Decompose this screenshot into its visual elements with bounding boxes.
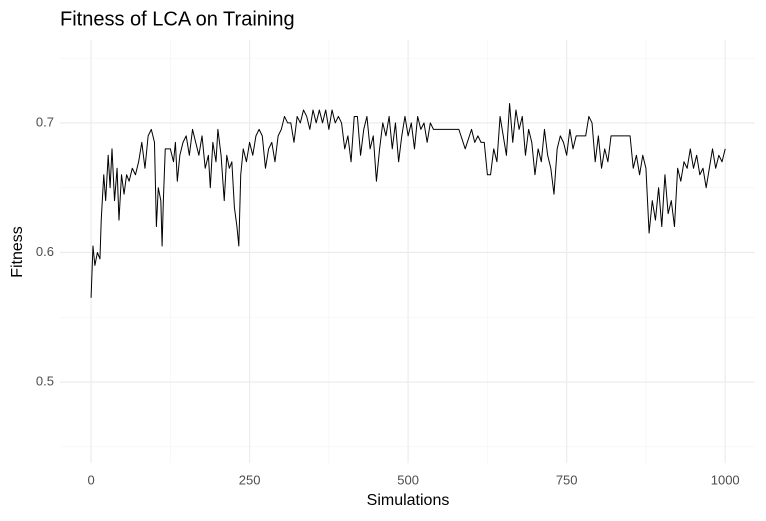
data-line: [90, 102, 726, 298]
x-tick-label: 250: [239, 472, 261, 487]
y-tick-label: 0.7: [36, 114, 54, 129]
x-tick-label: 750: [556, 472, 578, 487]
y-tick-label: 0.6: [36, 244, 54, 259]
x-tick-label: 500: [397, 472, 419, 487]
y-axis-label: Fitness: [9, 226, 26, 278]
chart-title: Fitness of LCA on Training: [60, 8, 295, 30]
x-tick-label: 1000: [711, 472, 740, 487]
x-tick-label: 0: [87, 472, 94, 487]
x-axis-label: Simulations: [367, 492, 450, 509]
y-tick-label: 0.5: [36, 373, 54, 388]
